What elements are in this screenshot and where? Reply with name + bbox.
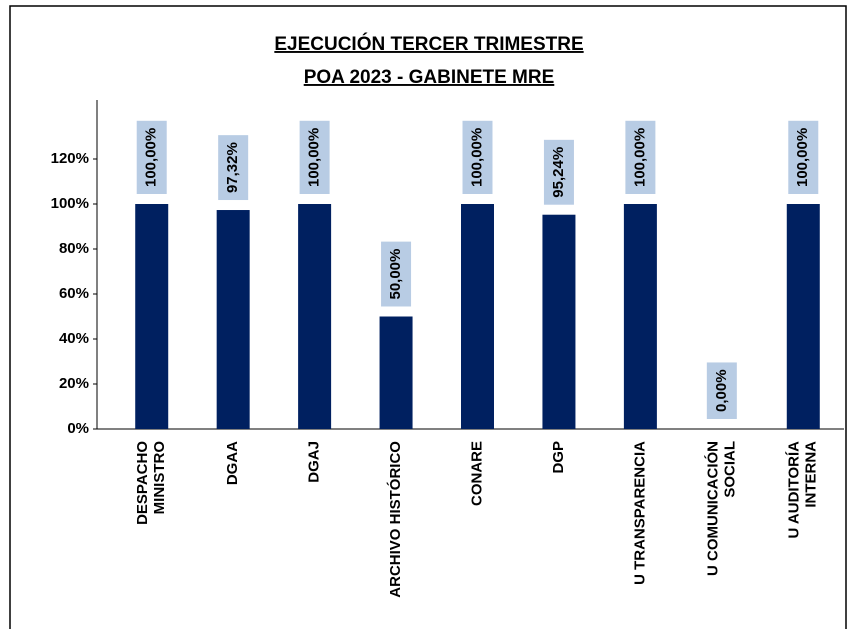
x-tick-label: U TRANSPARENCIA bbox=[631, 441, 648, 585]
y-tick-label: 40% bbox=[59, 330, 89, 347]
value-label-box bbox=[462, 120, 493, 194]
value-label-box bbox=[218, 135, 249, 201]
bar bbox=[623, 204, 657, 429]
x-tick-label: U COMUNICACIÓN bbox=[703, 441, 721, 576]
value-label: 95,24% bbox=[550, 147, 567, 198]
bar bbox=[379, 316, 413, 429]
value-label-box bbox=[543, 139, 574, 205]
bar bbox=[216, 210, 250, 429]
value-label-box bbox=[381, 241, 412, 307]
value-label: 100,00% bbox=[631, 128, 648, 187]
value-label: 100,00% bbox=[306, 128, 323, 187]
chart-title: EJECUCIÓN TERCER TRIMESTRE bbox=[274, 33, 583, 55]
y-tick-label: 20% bbox=[59, 375, 89, 392]
value-label: 100,00% bbox=[468, 128, 485, 187]
value-label-box bbox=[706, 362, 737, 419]
x-tick-label: MINISTRO bbox=[151, 441, 168, 515]
y-tick-label: 60% bbox=[59, 285, 89, 302]
value-label-box bbox=[136, 120, 167, 194]
value-label-box bbox=[788, 120, 819, 194]
x-tick-label: INTERNA bbox=[803, 441, 820, 508]
y-tick-label: 0% bbox=[67, 420, 89, 437]
value-label-box bbox=[299, 120, 330, 194]
y-tick-label: 120% bbox=[51, 150, 89, 167]
x-tick-label: CONARE bbox=[468, 441, 485, 506]
bar bbox=[298, 204, 332, 429]
value-label: 100,00% bbox=[143, 128, 160, 187]
bar bbox=[135, 204, 169, 429]
x-tick-label: DGAA bbox=[224, 441, 241, 485]
x-tick-label: DGAJ bbox=[306, 441, 323, 483]
x-tick-label: DGP bbox=[550, 441, 567, 474]
x-tick-label: DESPACHO bbox=[134, 441, 151, 525]
bar bbox=[542, 214, 576, 429]
y-tick-label: 100% bbox=[51, 195, 89, 212]
x-tick-label: U AUDITORÍA bbox=[786, 441, 803, 539]
bar bbox=[786, 204, 820, 429]
chart-title: POA 2023 - GABINETE MRE bbox=[304, 67, 555, 88]
value-label-box bbox=[625, 120, 656, 194]
value-label: 97,32% bbox=[224, 142, 241, 193]
value-label: 0,00% bbox=[713, 369, 730, 412]
bar bbox=[461, 204, 494, 429]
x-tick-label: ARCHIVO HISTÓRICO bbox=[386, 441, 404, 598]
value-label: 100,00% bbox=[794, 128, 811, 187]
y-tick-label: 80% bbox=[59, 240, 89, 257]
value-label: 50,00% bbox=[387, 249, 404, 300]
x-tick-label: SOCIAL bbox=[721, 441, 738, 498]
